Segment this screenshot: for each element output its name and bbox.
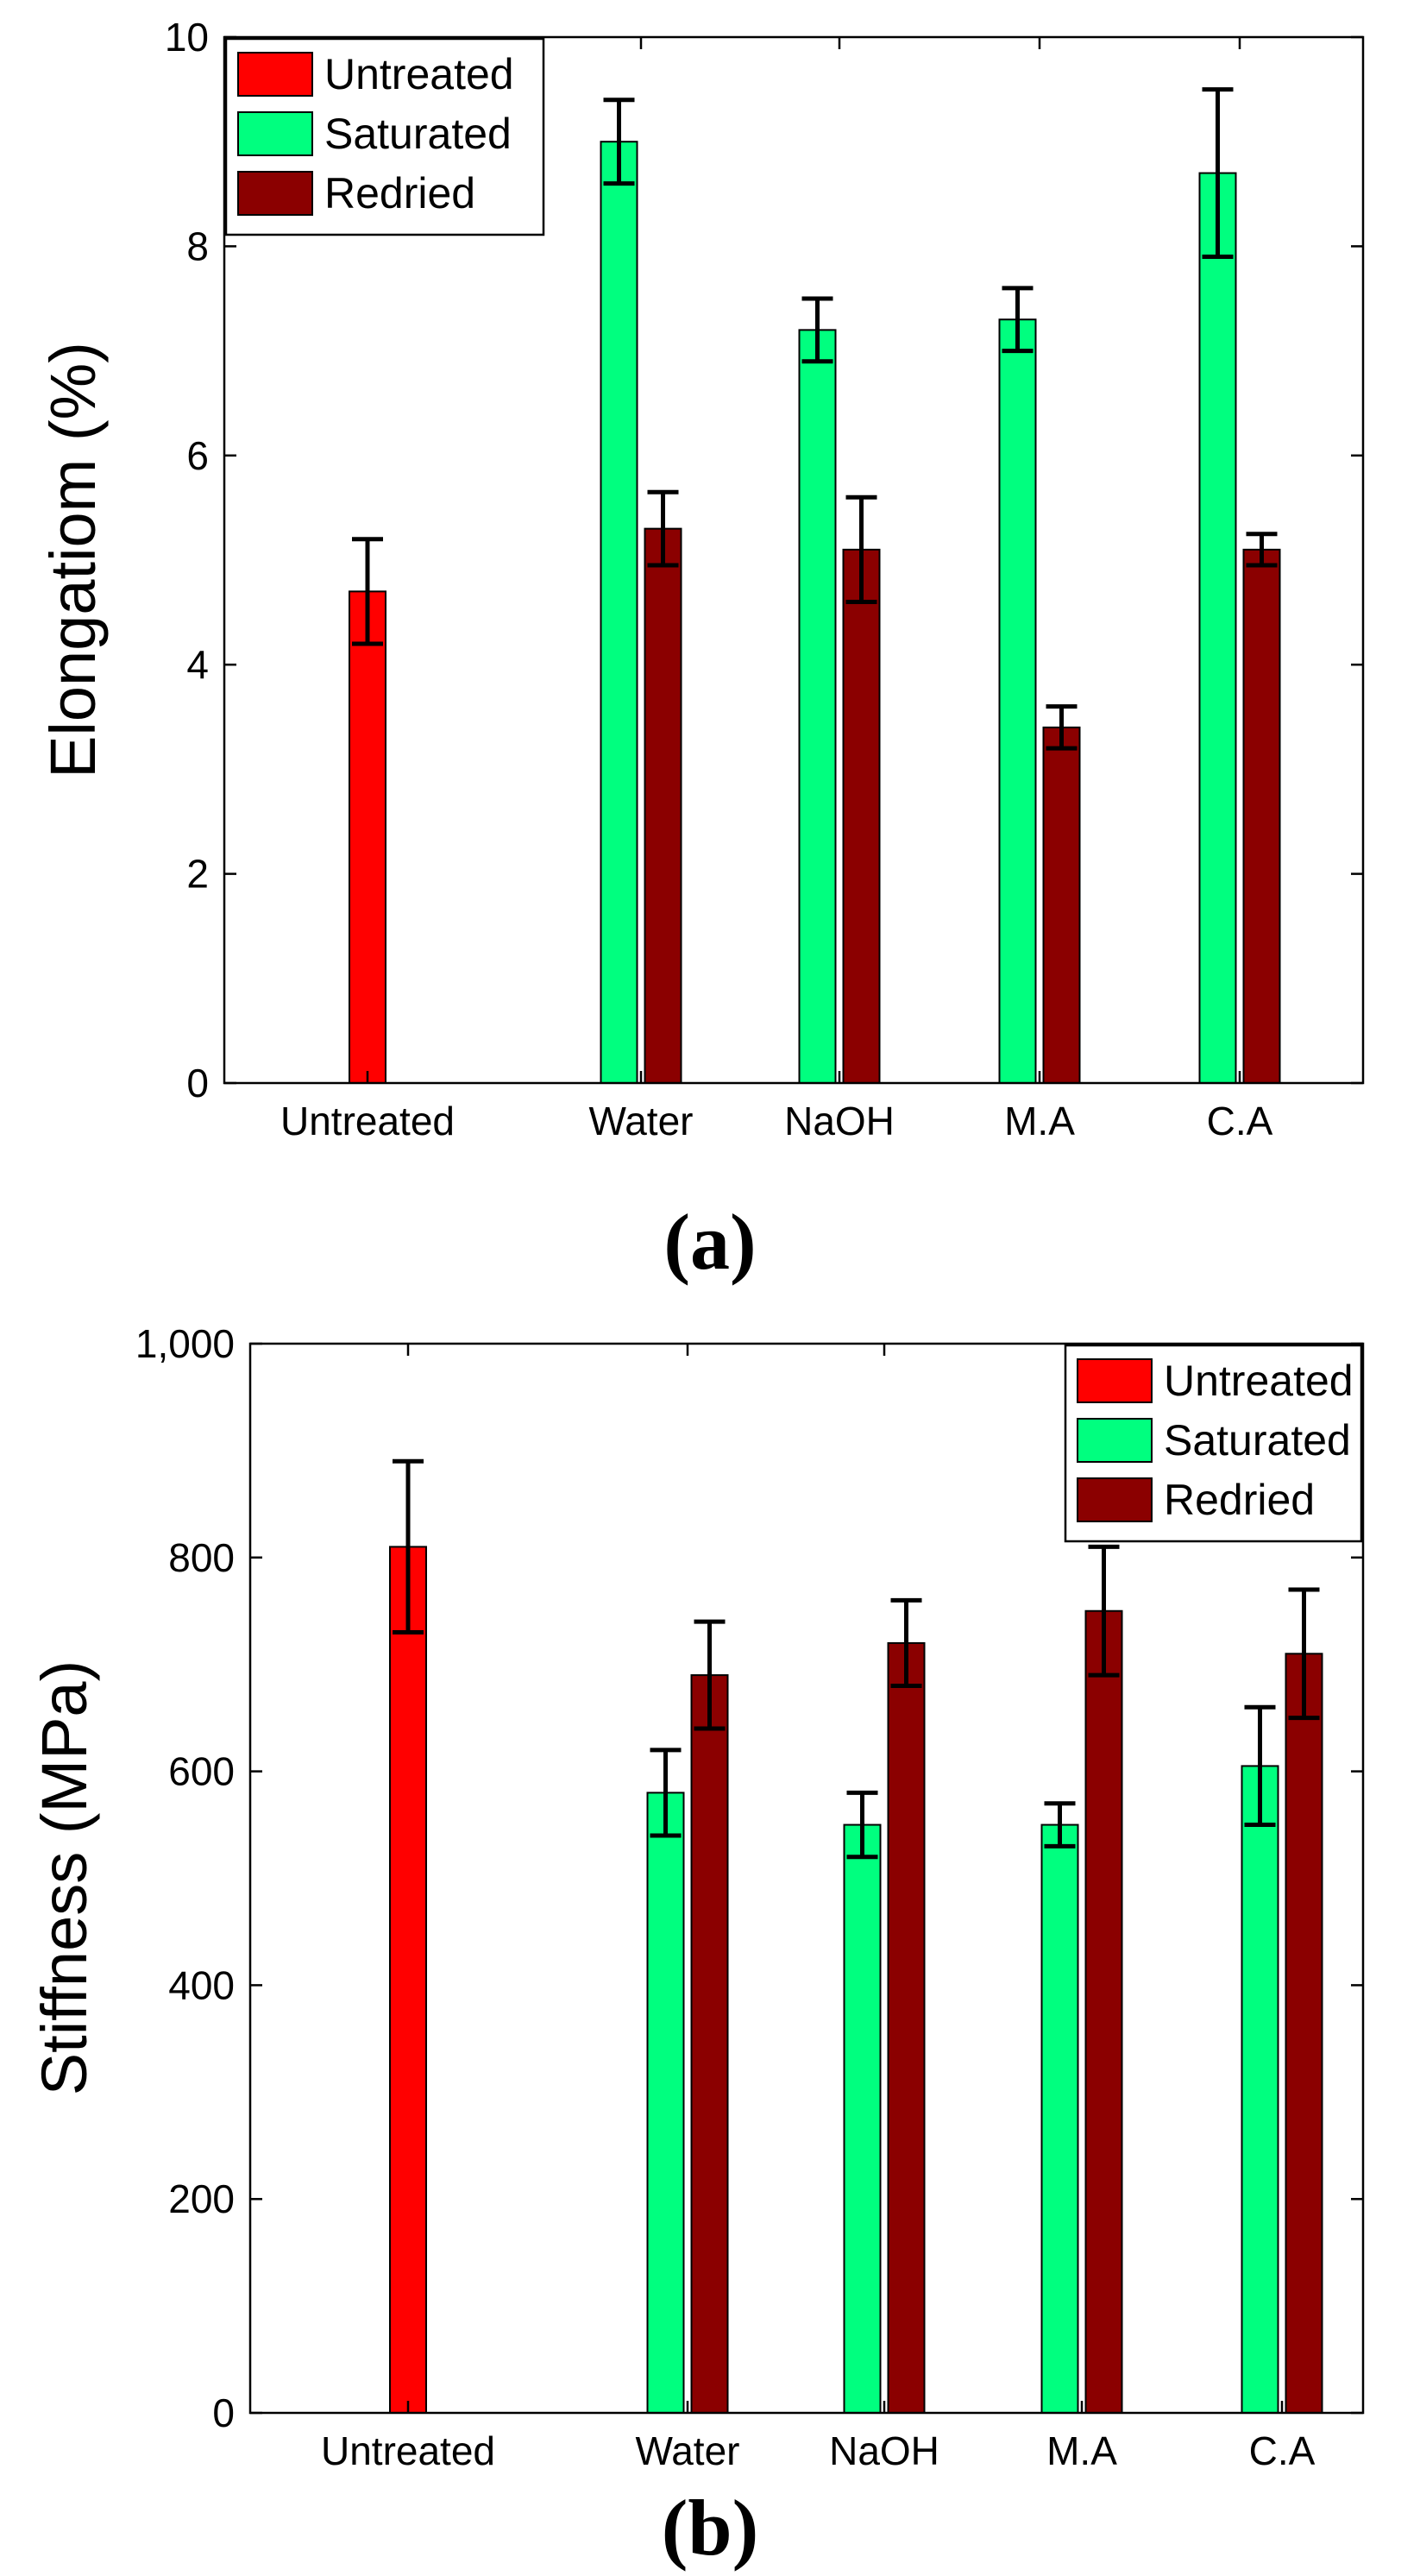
chart-elongation-ytick-label: 0 [186,1061,209,1105]
chart-elongation-errorbar-redried-ma [1046,704,1078,751]
chart-elongation-ytick-label: 6 [186,433,209,478]
chart-elongation-legend-swatch-saturated [237,111,313,156]
chart-stiffness-legend-swatch-redried [1077,1477,1153,1522]
chart-stiffness-errorbar-saturated-ma [1044,1801,1076,1849]
chart-elongation-errorbar-redried-water [647,489,679,568]
chart-stiffness-bar-saturated-water [646,1792,685,2414]
chart-stiffness-legend-swatch-untreated [1077,1358,1153,1403]
chart-stiffness-bar-redried-naoh [887,1641,926,2415]
chart-stiffness-ytick-label: 600 [168,1749,235,1794]
chart-elongation-errorbar-redried-ca [1246,532,1278,568]
chart-elongation-ticks: 0 2 4 6 8 10 Untreated Water NaOH M.A C.A [165,15,1363,1143]
chart-elongation-ytick-label: 8 [186,224,209,268]
chart-elongation-legend-swatch-redried [237,171,313,216]
chart-elongation-legend-label-redried: Redried [324,169,475,217]
chart-stiffness-xtick-label: C.A [1249,2428,1316,2473]
chart-stiffness-ytick-label: 0 [212,2390,235,2435]
chart-stiffness-ylabel: Stiffness (MPa) [28,1660,100,2095]
chart-stiffness-errorbar-redried-naoh [890,1597,922,1688]
chart-stiffness-bar-redried-ma [1084,1609,1123,2414]
chart-stiffness-bar-saturated-ma [1040,1823,1079,2415]
chart-elongation-legend-swatch-untreated [237,52,313,97]
chart-elongation-errorbar-saturated-water [603,98,635,186]
chart-stiffness-errorbar-saturated-naoh [846,1790,878,1860]
chart-elongation-ytick-label: 4 [186,642,209,687]
chart-stiffness: 0 200 400 600 800 1,000 Untreated Water NaOH M.A C… [28,1321,1365,2572]
chart-elongation-axes-box [223,35,1365,1085]
chart-elongation-legend-label-untreated: Untreated [324,50,514,98]
chart-elongation-panel-label-letter: a [690,1198,730,1286]
chart-stiffness-bar-redried-water [690,1674,729,2414]
chart-elongation-bar-redried-water [644,527,682,1084]
chart-elongation-xtick-label: C.A [1207,1099,1273,1143]
chart-stiffness-legend-swatch-saturated [1077,1418,1153,1463]
chart-elongation-bar-saturated-ca [1198,172,1237,1084]
chart-stiffness-panel-label-open: ( [662,2484,688,2572]
chart-elongation-marks [349,87,1281,1085]
chart-elongation: 0 2 4 6 8 10 Untreated Water NaOH M.A C.A Elongati… [37,15,1365,1286]
chart-elongation-errorbar-untreated-untreated [352,537,383,646]
chart-stiffness-errorbar-redried-ma [1088,1544,1120,1678]
chart-elongation-panel-label: (a) [663,1198,756,1286]
chart-elongation-xtick-label: Water [589,1099,694,1143]
chart-stiffness-errorbar-redried-water [694,1619,726,1731]
chart-elongation-errorbar-saturated-naoh [801,296,833,364]
chart-elongation-errorbar-redried-naoh [845,494,877,604]
chart-elongation-legend-label-saturated: Saturated [324,110,512,158]
chart-stiffness-panel-label: (b) [662,2484,758,2572]
chart-elongation-bar-saturated-ma [998,318,1037,1084]
chart-stiffness-bar-saturated-ca [1241,1765,1279,2414]
chart-stiffness-xtick-label: Water [636,2428,740,2473]
chart-elongation-xtick-label: Untreated [280,1099,455,1143]
chart-elongation-panel-label-close: ) [730,1198,757,1286]
chart-elongation-bar-redried-ca [1242,548,1281,1084]
chart-stiffness-bar-untreated-untreated [389,1546,427,2415]
chart-stiffness-errorbar-saturated-ca [1244,1704,1276,1828]
chart-elongation-errorbar-saturated-ma [1002,286,1034,354]
chart-stiffness-axes-box [248,1342,1365,2415]
chart-stiffness-marks [389,1458,1323,2415]
chart-stiffness-errorbar-redried-ca [1288,1587,1320,1721]
chart-elongation-xtick-label: M.A [1004,1099,1075,1143]
chart-stiffness-ytick-label: 1,000 [135,1321,235,1366]
chart-elongation-ytick-label: 2 [186,852,209,897]
chart-elongation-bar-redried-ma [1042,726,1081,1084]
chart-stiffness-ytick-label: 400 [168,1962,235,2007]
chart-stiffness-panel-label-letter: b [688,2484,732,2572]
chart-stiffness-ytick-label: 200 [168,2176,235,2221]
chart-elongation-xtick-label: NaOH [784,1099,895,1143]
chart-elongation-legend: Untreated Saturated Redried [224,37,545,236]
chart-stiffness-legend-label-saturated: Saturated [1164,1416,1351,1464]
chart-stiffness-legend-label-redried: Redried [1164,1476,1315,1524]
chart-elongation-ytick-label: 10 [165,15,209,60]
chart-stiffness-xtick-label: NaOH [829,2428,939,2473]
chart-stiffness-bar-saturated-naoh [843,1823,882,2415]
chart-elongation-bar-redried-naoh [842,548,881,1084]
chart-stiffness-xtick-label: M.A [1046,2428,1117,2473]
chart-elongation-errorbar-saturated-ca [1202,87,1234,260]
chart-stiffness-ytick-label: 800 [168,1535,235,1580]
chart-elongation-bar-untreated-untreated [349,590,386,1084]
chart-elongation-ylabel: Elongatiom (%) [37,342,109,778]
chart-stiffness-panel-label-close: ) [732,2484,759,2572]
chart-elongation-bar-saturated-naoh [798,329,837,1084]
chart-stiffness-bar-redried-ca [1285,1653,1323,2415]
chart-stiffness-ticks: 0 200 400 600 800 1,000 Untreated Water NaOH M.A C… [135,1321,1363,2473]
chart-stiffness-legend-label-untreated: Untreated [1164,1357,1354,1405]
chart-elongation-panel-label-open: ( [663,1198,690,1286]
chart-stiffness-legend: Untreated Saturated Redried [1064,1344,1363,1543]
chart-stiffness-errorbar-untreated-untreated [393,1458,424,1635]
chart-stiffness-xtick-label: Untreated [321,2428,495,2473]
chart-stiffness-errorbar-saturated-water [650,1748,682,1838]
chart-elongation-bar-saturated-water [600,141,638,1085]
